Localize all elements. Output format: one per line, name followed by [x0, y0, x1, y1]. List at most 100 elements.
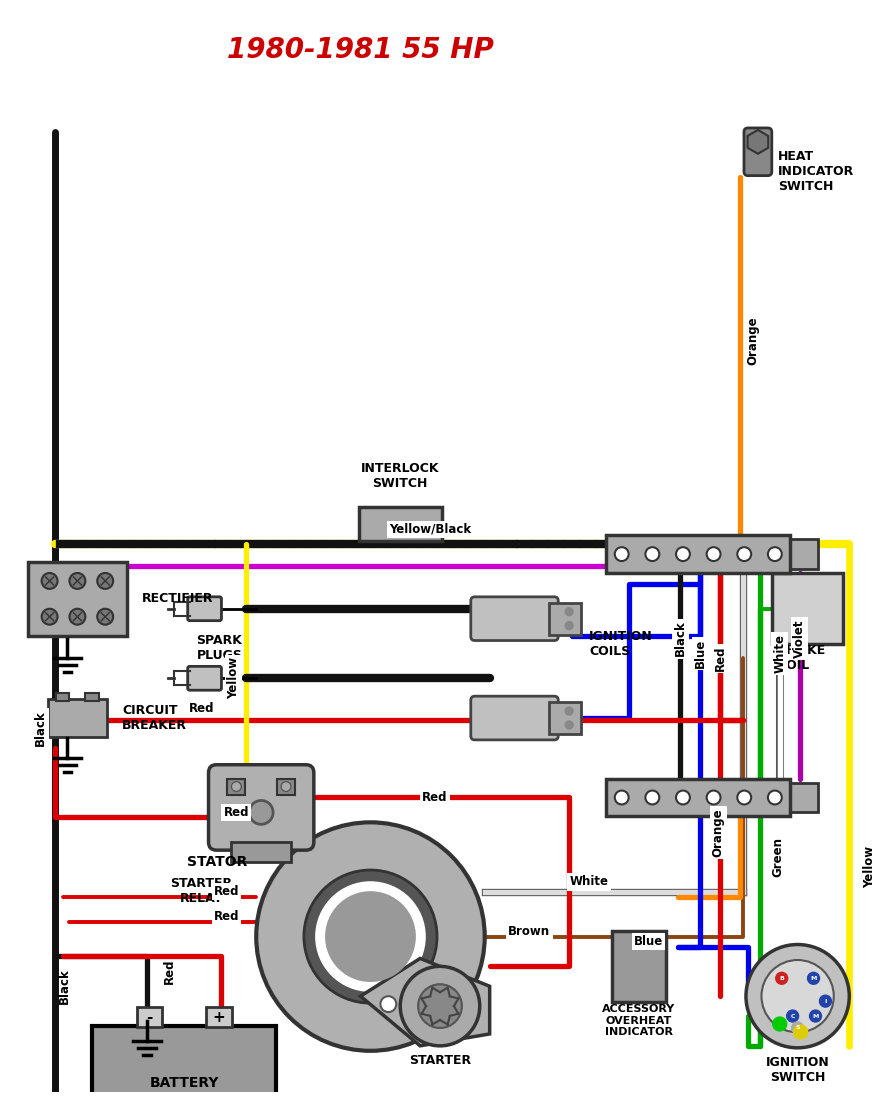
- Text: Red: Red: [214, 910, 239, 923]
- Text: RECTIFIER: RECTIFIER: [142, 592, 214, 605]
- FancyBboxPatch shape: [187, 597, 222, 620]
- Text: INTERLOCK
SWITCH: INTERLOCK SWITCH: [361, 461, 439, 490]
- Text: Green: Green: [771, 837, 784, 877]
- Circle shape: [281, 781, 291, 791]
- Circle shape: [615, 547, 628, 561]
- Text: Black: Black: [58, 969, 71, 1004]
- FancyBboxPatch shape: [471, 696, 558, 740]
- FancyBboxPatch shape: [606, 778, 790, 817]
- Text: C: C: [790, 1014, 795, 1018]
- FancyBboxPatch shape: [85, 693, 99, 700]
- Circle shape: [768, 790, 781, 804]
- Circle shape: [737, 790, 752, 804]
- Text: Blue: Blue: [634, 935, 664, 948]
- Text: White: White: [774, 633, 786, 673]
- Circle shape: [808, 972, 819, 984]
- Circle shape: [316, 882, 425, 991]
- Circle shape: [776, 972, 788, 984]
- Text: STATOR: STATOR: [187, 855, 247, 869]
- FancyBboxPatch shape: [549, 603, 581, 635]
- Text: Yellow: Yellow: [227, 658, 240, 699]
- Text: IGNITION
SWITCH: IGNITION SWITCH: [766, 1055, 830, 1084]
- FancyBboxPatch shape: [231, 842, 291, 863]
- Circle shape: [768, 547, 781, 561]
- FancyBboxPatch shape: [187, 666, 222, 690]
- Text: Red: Red: [189, 701, 215, 715]
- FancyBboxPatch shape: [744, 128, 772, 175]
- FancyBboxPatch shape: [549, 703, 581, 734]
- FancyBboxPatch shape: [206, 1007, 232, 1027]
- FancyBboxPatch shape: [358, 507, 442, 541]
- Circle shape: [565, 621, 573, 629]
- Text: ACCESSORY
OVERHEAT
INDICATOR: ACCESSORY OVERHEAT INDICATOR: [602, 1004, 675, 1037]
- Text: M: M: [810, 975, 817, 981]
- Circle shape: [819, 995, 832, 1007]
- Circle shape: [787, 1011, 799, 1021]
- Circle shape: [565, 707, 573, 715]
- Circle shape: [737, 547, 752, 561]
- FancyBboxPatch shape: [227, 778, 246, 795]
- Circle shape: [645, 790, 659, 804]
- FancyBboxPatch shape: [790, 783, 818, 812]
- FancyBboxPatch shape: [136, 1007, 162, 1027]
- Circle shape: [707, 790, 721, 804]
- FancyBboxPatch shape: [277, 778, 295, 795]
- Text: Brown: Brown: [509, 925, 551, 938]
- Text: HEAT
INDICATOR
SWITCH: HEAT INDICATOR SWITCH: [778, 150, 854, 193]
- Circle shape: [231, 781, 241, 791]
- Text: Violet: Violet: [793, 619, 806, 658]
- FancyBboxPatch shape: [606, 535, 790, 573]
- FancyBboxPatch shape: [209, 765, 314, 850]
- Text: STARTER: STARTER: [409, 1053, 471, 1066]
- Circle shape: [565, 721, 573, 729]
- FancyBboxPatch shape: [55, 693, 70, 700]
- Text: Red: Red: [422, 791, 448, 804]
- Text: CIRCUIT
BREAKER: CIRCUIT BREAKER: [122, 704, 187, 732]
- Text: 1980-1981 55 HP: 1980-1981 55 HP: [227, 36, 494, 65]
- Text: Red: Red: [214, 886, 239, 899]
- Text: STARTER
RELAY: STARTER RELAY: [171, 877, 232, 905]
- Circle shape: [565, 608, 573, 616]
- Text: B: B: [780, 975, 784, 981]
- Circle shape: [304, 870, 437, 1003]
- Text: +: +: [213, 1009, 225, 1025]
- FancyBboxPatch shape: [790, 539, 818, 569]
- Circle shape: [794, 1025, 808, 1039]
- Text: Black: Black: [674, 620, 687, 657]
- Circle shape: [249, 800, 273, 824]
- Text: Orange: Orange: [712, 808, 724, 857]
- FancyBboxPatch shape: [773, 573, 843, 644]
- Text: -: -: [146, 1009, 152, 1025]
- Text: Black: Black: [34, 710, 48, 746]
- Text: White: White: [569, 876, 608, 889]
- Circle shape: [418, 984, 462, 1028]
- Circle shape: [256, 822, 485, 1051]
- Circle shape: [41, 608, 57, 625]
- Circle shape: [676, 790, 690, 804]
- Circle shape: [792, 1021, 803, 1034]
- Text: M: M: [812, 1014, 818, 1018]
- Circle shape: [810, 1011, 821, 1021]
- Text: Yellow/Black: Yellow/Black: [389, 523, 471, 536]
- Text: IGNITION
COILS: IGNITION COILS: [589, 629, 653, 658]
- FancyBboxPatch shape: [92, 1026, 276, 1096]
- Circle shape: [676, 547, 690, 561]
- Circle shape: [400, 967, 480, 1046]
- Text: Blue: Blue: [693, 639, 707, 669]
- Text: S: S: [796, 1026, 800, 1030]
- Text: SPARK
PLUGS: SPARK PLUGS: [196, 635, 243, 662]
- Text: Red: Red: [164, 959, 176, 984]
- Circle shape: [98, 573, 114, 589]
- Circle shape: [326, 892, 415, 981]
- Circle shape: [41, 573, 57, 589]
- Circle shape: [70, 608, 85, 625]
- Text: Red: Red: [714, 646, 727, 671]
- Polygon shape: [361, 958, 489, 1046]
- Text: Yellow: Yellow: [862, 846, 876, 888]
- FancyBboxPatch shape: [28, 561, 127, 636]
- Text: BATTERY: BATTERY: [150, 1075, 219, 1089]
- Circle shape: [645, 547, 659, 561]
- Text: I: I: [825, 998, 826, 1004]
- Circle shape: [98, 608, 114, 625]
- FancyBboxPatch shape: [612, 932, 665, 1002]
